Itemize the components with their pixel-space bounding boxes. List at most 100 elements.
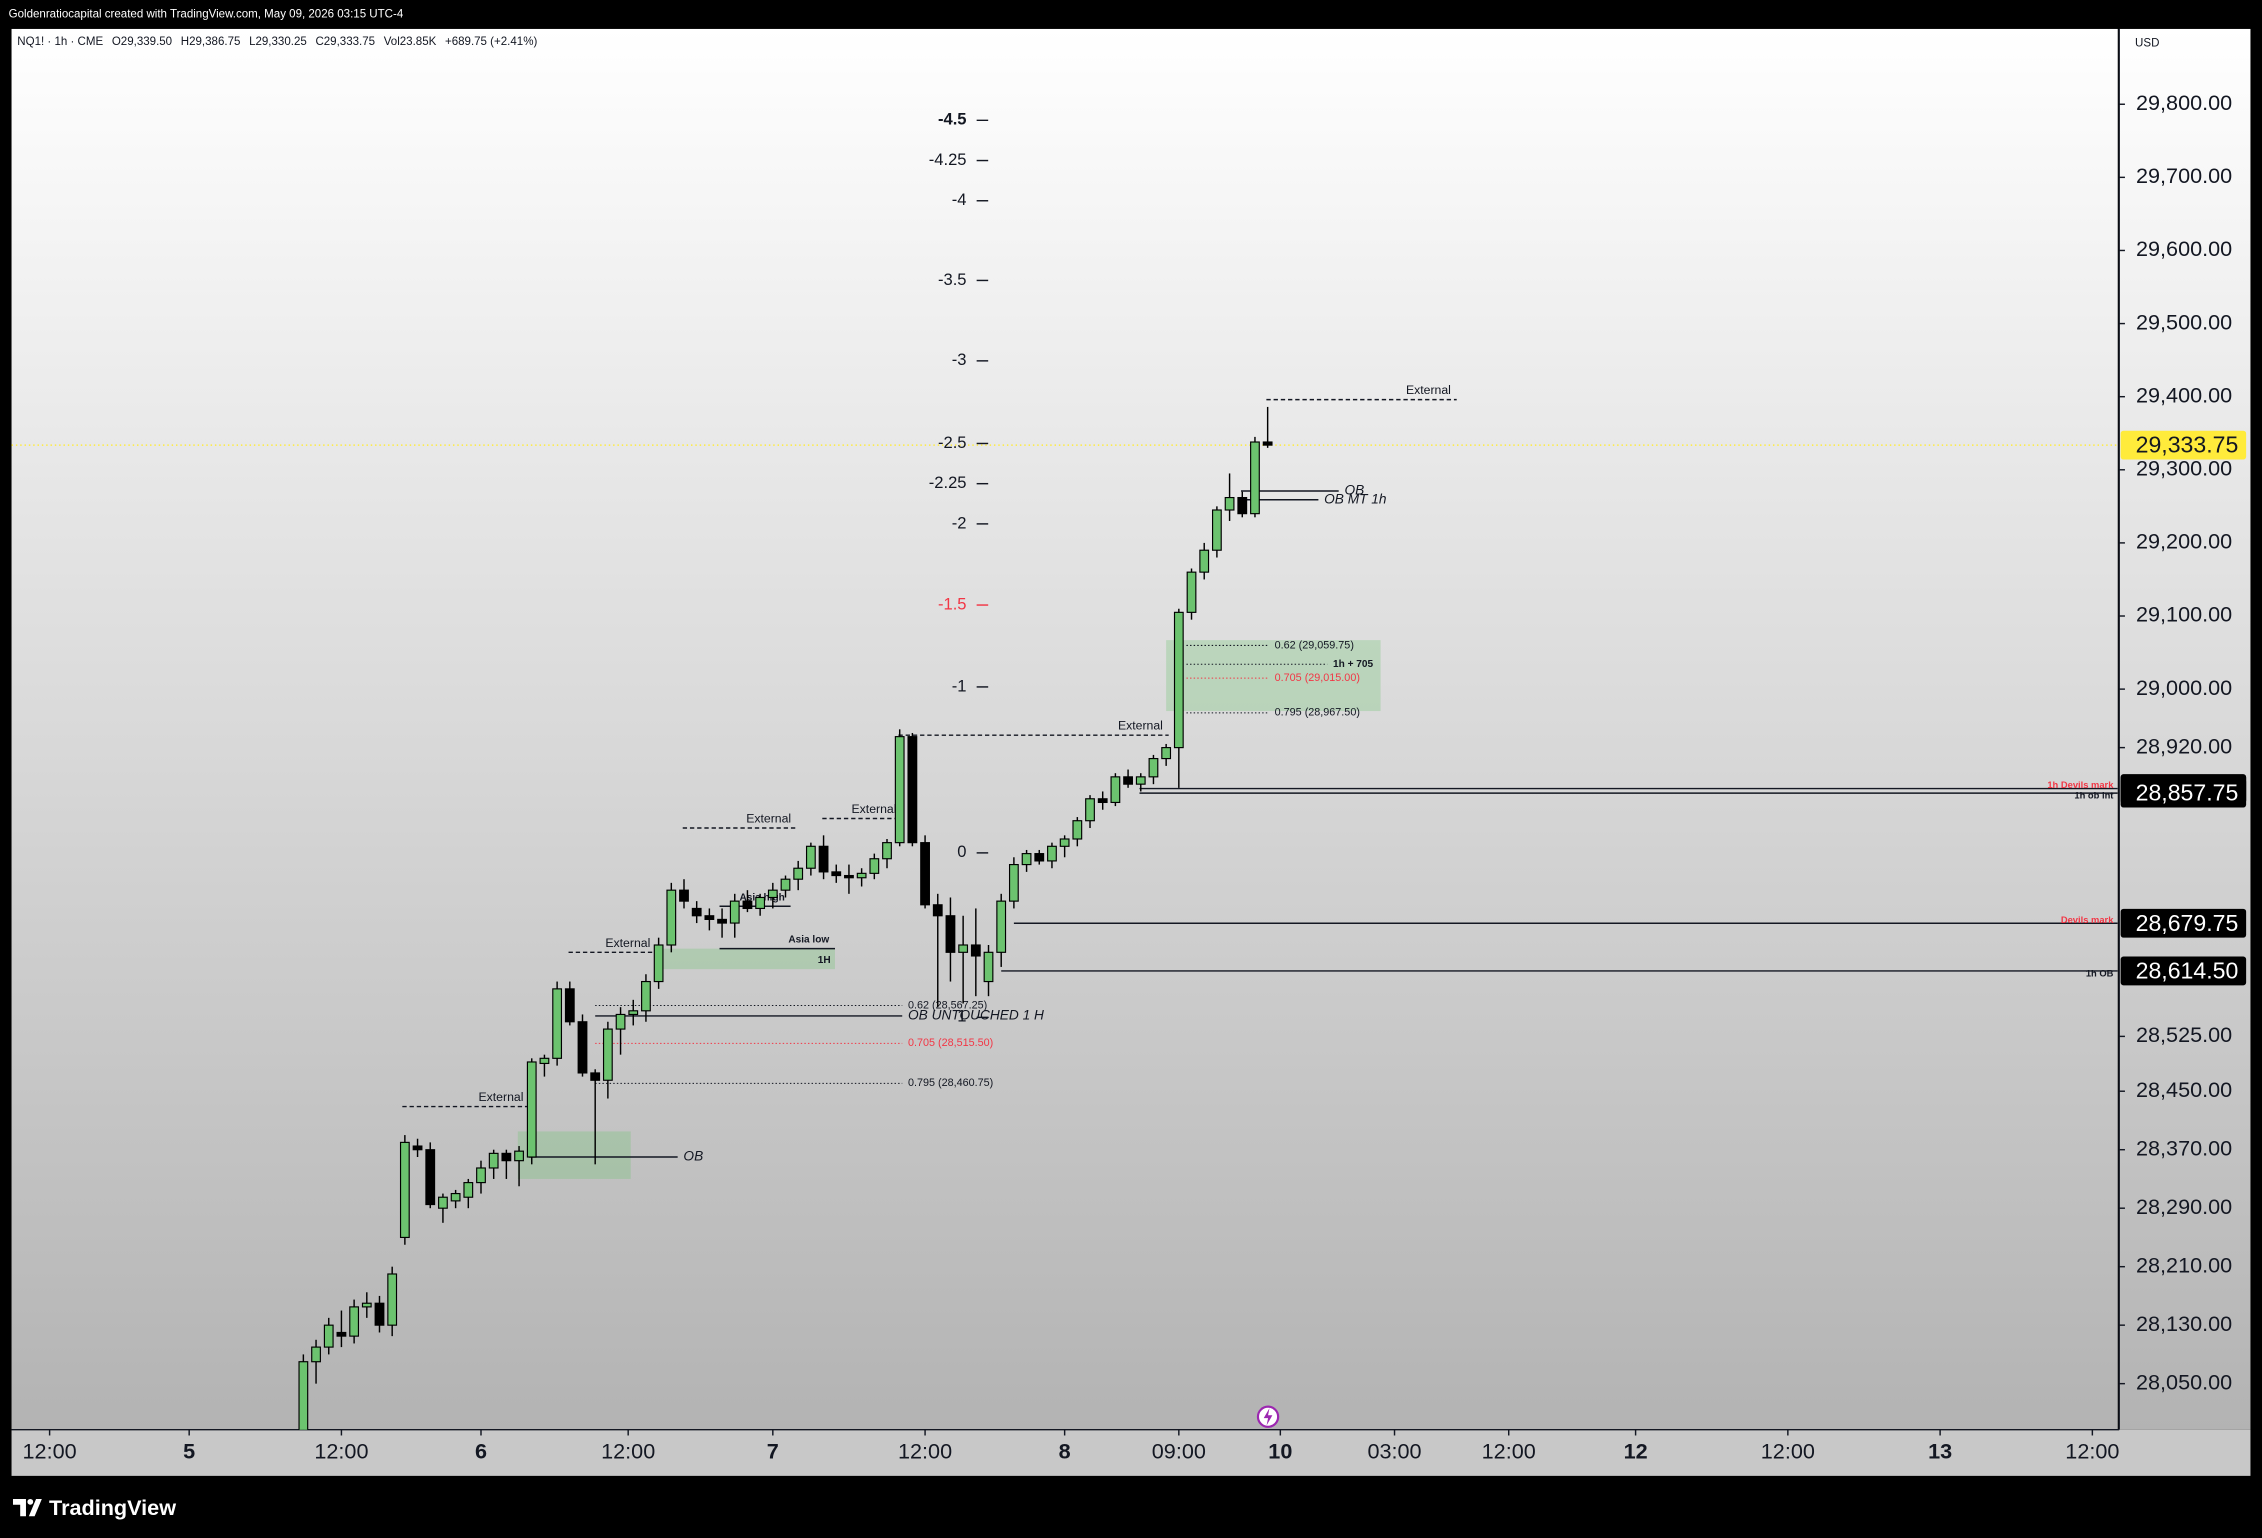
candle-body bbox=[1021, 853, 1032, 866]
candle-body bbox=[514, 1150, 524, 1162]
level-label: External bbox=[478, 1090, 523, 1104]
candle-body bbox=[932, 904, 943, 917]
candle-body bbox=[1224, 496, 1235, 511]
fib-label: -2.5 bbox=[938, 433, 967, 452]
level-label: External bbox=[605, 936, 650, 950]
fib-label: -2.25 bbox=[929, 473, 967, 492]
y-tick-label: 29,800.00 bbox=[2136, 90, 2232, 115]
candle-body bbox=[628, 1010, 639, 1016]
level-label: 0.705 (29,015.00) bbox=[1275, 672, 1360, 684]
candle-body bbox=[615, 1013, 626, 1030]
candle-body bbox=[463, 1182, 474, 1198]
level-label: 1h OB bbox=[2086, 968, 2114, 978]
y-tick-label: 28,920.00 bbox=[2136, 733, 2232, 758]
logo-mark bbox=[12, 1498, 42, 1517]
candle-body bbox=[882, 842, 892, 860]
x-tick-label: 12:00 bbox=[1482, 1439, 1536, 1464]
y-tick-label: 29,500.00 bbox=[2136, 309, 2232, 334]
candle-body bbox=[894, 736, 905, 844]
level-label: Devils mark bbox=[2061, 915, 2114, 925]
candle-body bbox=[958, 944, 969, 953]
price-label: 28,679.75 bbox=[2136, 910, 2239, 936]
x-tick-label: 10 bbox=[1268, 1439, 1292, 1464]
candle-body bbox=[805, 845, 816, 869]
candle-body bbox=[438, 1196, 448, 1209]
candle-body bbox=[298, 1361, 309, 1430]
legend-item: H29,386.75 bbox=[181, 36, 241, 48]
price-label: 28,614.50 bbox=[2136, 957, 2239, 983]
y-tick-label: 29,700.00 bbox=[2136, 163, 2232, 188]
level-label: External bbox=[1118, 719, 1163, 733]
zone bbox=[656, 948, 835, 970]
candle-body bbox=[1148, 757, 1159, 778]
currency: USD bbox=[2135, 37, 2159, 49]
level-label: 0.795 (28,460.75) bbox=[908, 1077, 993, 1089]
x-tick-label: 12:00 bbox=[898, 1439, 952, 1464]
x-tick-label: 09:00 bbox=[1152, 1439, 1206, 1464]
candle-body bbox=[425, 1149, 436, 1206]
level-label: 0.62 (28,567.25) bbox=[908, 999, 987, 1011]
candle-body bbox=[577, 1021, 588, 1074]
candle-body bbox=[564, 988, 575, 1023]
x-tick-label: 03:00 bbox=[1367, 1439, 1421, 1464]
fib-label: -4.5 bbox=[938, 110, 967, 129]
logo bbox=[12, 1498, 42, 1517]
candle-body bbox=[1135, 776, 1146, 785]
x-tick-label: 7 bbox=[767, 1439, 779, 1464]
candle-body bbox=[387, 1273, 398, 1326]
x-tick-label: 8 bbox=[1059, 1439, 1071, 1464]
legend-item: O29,339.50 bbox=[112, 36, 172, 48]
candle-body bbox=[539, 1057, 550, 1065]
candle-body bbox=[412, 1145, 423, 1151]
current-price-box bbox=[2120, 430, 2247, 460]
chart-pane bbox=[11, 28, 2118, 1430]
candle-body bbox=[488, 1152, 499, 1169]
x-tick-label: 12:00 bbox=[23, 1439, 77, 1464]
price-label-box bbox=[2120, 778, 2247, 808]
zone-label: 1H bbox=[818, 955, 831, 966]
candle-body bbox=[869, 858, 880, 874]
brand: TradingView bbox=[49, 1495, 176, 1520]
fib-label: 1 bbox=[957, 1007, 966, 1026]
y-tick-label: 29,600.00 bbox=[2136, 236, 2232, 261]
y-tick-label: 29,100.00 bbox=[2136, 602, 2232, 627]
fib-label: -4.25 bbox=[929, 150, 967, 169]
fib-label: -4 bbox=[952, 190, 967, 209]
legend-item: L29,330.25 bbox=[249, 36, 307, 48]
candle-body bbox=[374, 1302, 385, 1326]
legend-item: C29,333.75 bbox=[315, 36, 375, 48]
alert-icon[interactable] bbox=[1256, 1405, 1280, 1428]
candle-body bbox=[1047, 845, 1057, 862]
candle-body bbox=[1110, 776, 1121, 804]
alert-bolt[interactable] bbox=[1263, 1408, 1273, 1426]
candle-body bbox=[729, 900, 740, 924]
x-tick-label: 12:00 bbox=[601, 1439, 655, 1464]
legend-item: +689.75 (+2.41%) bbox=[445, 36, 537, 48]
candle-body bbox=[361, 1302, 372, 1308]
candle-body bbox=[844, 874, 854, 879]
y-tick-label: 29,000.00 bbox=[2136, 675, 2232, 700]
current-price-label: 29,333.75 bbox=[2136, 432, 2239, 458]
candle-body bbox=[767, 889, 778, 899]
y-tick-label: 29,400.00 bbox=[2136, 382, 2232, 407]
candle-body bbox=[399, 1141, 410, 1239]
price-label-box bbox=[2120, 908, 2247, 938]
candle-body bbox=[1123, 776, 1133, 785]
legend-item: Vol23.85K bbox=[384, 36, 437, 48]
candle-body bbox=[717, 918, 727, 924]
zone bbox=[1166, 640, 1381, 712]
y-tick-label: 28,210.00 bbox=[2136, 1252, 2232, 1277]
candle-body bbox=[1199, 549, 1210, 573]
header-text: Goldenratiocapital created with TradingV… bbox=[9, 9, 404, 21]
level-label: 0.62 (29,059.75) bbox=[1275, 639, 1354, 651]
candle-body bbox=[1161, 747, 1172, 760]
x-tick-label: 5 bbox=[183, 1439, 195, 1464]
fib-label: -1.5 bbox=[938, 594, 967, 613]
fib-label: -2 bbox=[952, 513, 967, 532]
candle-body bbox=[1211, 509, 1222, 551]
candle-body bbox=[1085, 798, 1095, 822]
candle-body bbox=[1059, 838, 1070, 847]
candle-body bbox=[590, 1072, 601, 1081]
candle-body bbox=[1072, 820, 1083, 840]
